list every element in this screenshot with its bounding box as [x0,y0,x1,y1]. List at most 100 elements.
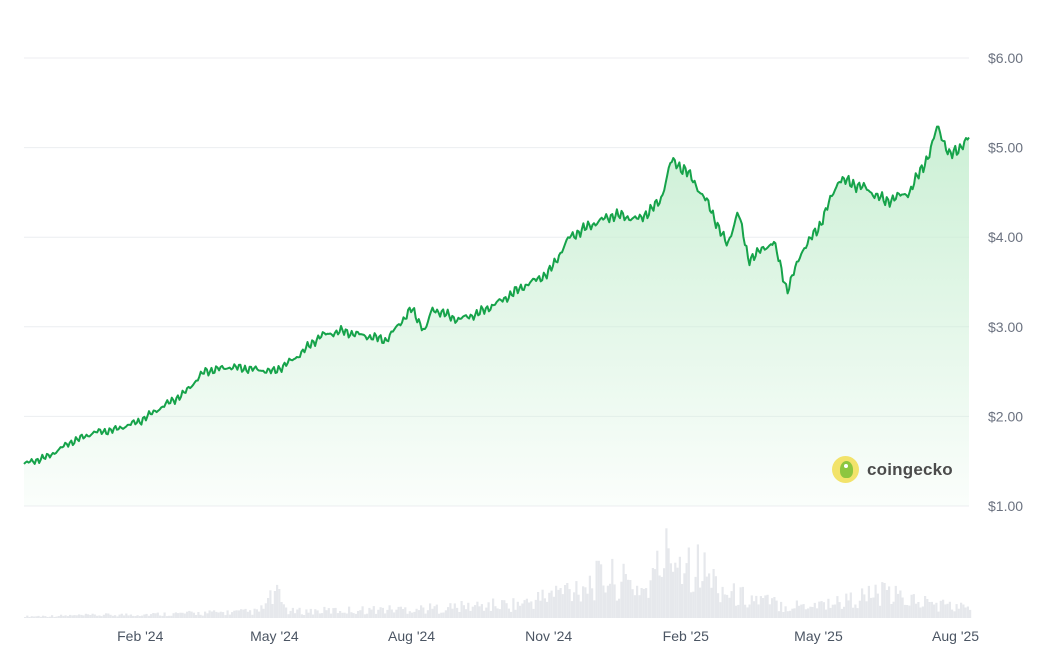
volume-bar [615,600,618,618]
y-tick-label: $1.00 [988,498,1023,514]
volume-bar [795,600,798,618]
volume-bar [636,585,639,618]
volume-bar [181,612,184,618]
volume-bar [786,611,789,618]
volume-bar [332,608,335,618]
volume-bar [568,589,571,618]
volume-bar [849,592,852,618]
volume-bar [771,598,774,618]
volume-bar [591,588,594,618]
volume-bar [278,589,281,618]
volume-bars [24,528,972,618]
volume-bar [919,607,922,618]
volume-bar [899,590,902,618]
volume-bar [604,592,607,618]
volume-bar [447,607,450,618]
volume-bar [222,612,225,618]
volume-bar [307,612,310,618]
volume-bar [107,613,110,618]
volume-bar [827,598,830,618]
volume-bar [75,615,78,618]
x-tick-label: May '25 [794,628,843,644]
volume-bar [622,563,625,618]
volume-bar [699,587,702,618]
volume-bar [892,601,895,618]
volume-bar [582,586,585,618]
volume-bar [237,610,240,618]
volume-bar [204,611,207,618]
volume-bar [933,604,936,618]
volume-bar [165,616,168,618]
volume-bar [577,594,580,618]
volume-bar [384,613,387,618]
volume-bar [766,594,769,618]
volume-bar [552,596,555,618]
volume-bar [881,582,884,618]
volume-bar [361,606,364,618]
volume-bar [962,604,965,618]
volume-bar [129,614,132,618]
volume-bar [150,614,153,618]
volume-bar [219,611,222,618]
volume-bar [669,563,672,618]
volume-bar [240,609,243,618]
volume-bar [377,609,380,618]
price-line [23,125,970,465]
volume-bar [424,613,427,618]
volume-bar [487,602,490,618]
volume-bar [732,583,735,618]
volume-bar [908,605,911,618]
volume-bar [894,585,897,618]
volume-bar [460,601,463,618]
volume-bar [946,603,949,618]
volume-bar [145,613,148,618]
volume-bar [264,603,267,618]
volume-bar [269,590,272,618]
volume-bar [174,612,177,618]
volume-bar [753,601,756,618]
volume-bar [186,611,189,618]
volume-bar [249,610,252,618]
volume-bar [287,614,290,618]
volume-bar [215,611,218,618]
volume-bar [483,610,486,618]
volume-bar [433,606,436,618]
volume-bar [465,609,468,618]
volume-bar [492,598,495,618]
volume-bar [777,611,780,618]
volume-bar [321,613,324,618]
y-tick-label: $3.00 [988,319,1023,335]
volume-bar [217,612,220,618]
volume-bar [816,608,819,618]
volume-bar [262,608,265,618]
volume-bar [507,608,510,618]
volume-bar [523,600,526,618]
volume-bar [762,598,765,618]
volume-bar [82,615,85,618]
volume-bar [336,613,339,618]
volume-bar [134,616,137,618]
volume-bar [57,616,60,618]
volume-bar [710,587,713,618]
volume-bar [705,576,708,618]
volume-bar [253,608,256,618]
volume-bar [397,606,400,618]
volume-bar [91,613,94,618]
volume-bar [818,601,821,618]
volume-bar [168,615,171,618]
volume-bar [87,614,90,618]
volume-bar [334,607,337,618]
volume-bar [654,569,657,618]
volume-bar [658,575,661,618]
volume-bar [773,597,776,618]
volume-bar [282,604,285,618]
volume-bar [350,612,353,618]
volume-bar [132,615,135,618]
volume-bar [784,606,787,618]
volume-bar [633,595,636,618]
volume-bar [438,613,441,618]
volume-bar [55,616,58,618]
volume-bar [737,604,740,618]
volume-bar [910,594,913,618]
